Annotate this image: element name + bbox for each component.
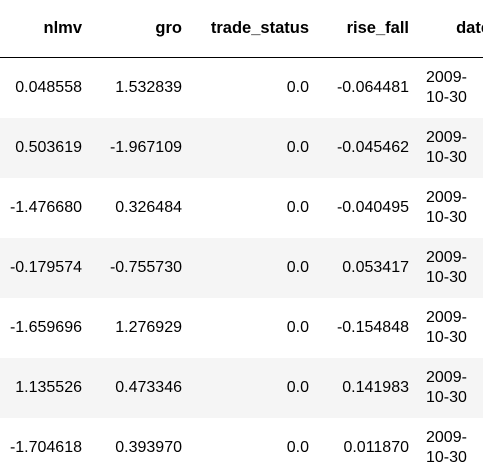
cell-rise-fall: 0.141983 [318,358,418,418]
cell-rise-fall: 0.011870 [318,418,418,473]
table-row: -0.179574 -0.755730 0.0 0.053417 2009-10… [0,238,483,298]
cell-gro: 1.532839 [91,57,191,118]
cell-gro: -1.967109 [91,118,191,178]
cell-gro: -0.755730 [91,238,191,298]
column-header-gro: gro [91,0,191,58]
cell-date: 2009-10-30 [418,418,483,473]
cell-gro: 0.326484 [91,178,191,238]
table-row: 0.048558 1.532839 0.0 -0.064481 2009-10-… [0,57,483,118]
cell-date: 2009-10-30 [418,238,483,298]
cell-nlmv: -1.704618 [0,418,91,473]
cell-rise-fall: -0.064481 [318,57,418,118]
table-row: 1.135526 0.473346 0.0 0.141983 2009-10-3… [0,358,483,418]
cell-nlmv: 0.503619 [0,118,91,178]
cell-date: 2009-10-30 [418,298,483,358]
cell-date: 2009-10-30 [418,358,483,418]
column-header-date: date [418,0,483,58]
table-body: 0.048558 1.532839 0.0 -0.064481 2009-10-… [0,57,483,473]
table-header: nlmv gro trade_status rise_fall date [0,0,483,58]
cell-rise-fall: 0.053417 [318,238,418,298]
cell-gro: 0.393970 [91,418,191,473]
cell-nlmv: 1.135526 [0,358,91,418]
header-row: nlmv gro trade_status rise_fall date [0,0,483,58]
table-row: 0.503619 -1.967109 0.0 -0.045462 2009-10… [0,118,483,178]
cell-trade-status: 0.0 [191,57,318,118]
table-row: -1.704618 0.393970 0.0 0.011870 2009-10-… [0,418,483,473]
table-row: -1.659696 1.276929 0.0 -0.154848 2009-10… [0,298,483,358]
cell-gro: 1.276929 [91,298,191,358]
cell-gro: 0.473346 [91,358,191,418]
cell-trade-status: 0.0 [191,118,318,178]
cell-date: 2009-10-30 [418,57,483,118]
cell-date: 2009-10-30 [418,118,483,178]
column-header-trade-status: trade_status [191,0,318,58]
cell-nlmv: -0.179574 [0,238,91,298]
column-header-rise-fall: rise_fall [318,0,418,58]
cell-trade-status: 0.0 [191,358,318,418]
cell-nlmv: -1.659696 [0,298,91,358]
cell-rise-fall: -0.045462 [318,118,418,178]
column-header-nlmv: nlmv [0,0,91,58]
cell-trade-status: 0.0 [191,178,318,238]
cell-trade-status: 0.0 [191,298,318,358]
cell-rise-fall: -0.040495 [318,178,418,238]
cell-trade-status: 0.0 [191,418,318,473]
cell-nlmv: -1.476680 [0,178,91,238]
cell-trade-status: 0.0 [191,238,318,298]
table-row: -1.476680 0.326484 0.0 -0.040495 2009-10… [0,178,483,238]
cell-rise-fall: -0.154848 [318,298,418,358]
cell-date: 2009-10-30 [418,178,483,238]
cell-nlmv: 0.048558 [0,57,91,118]
